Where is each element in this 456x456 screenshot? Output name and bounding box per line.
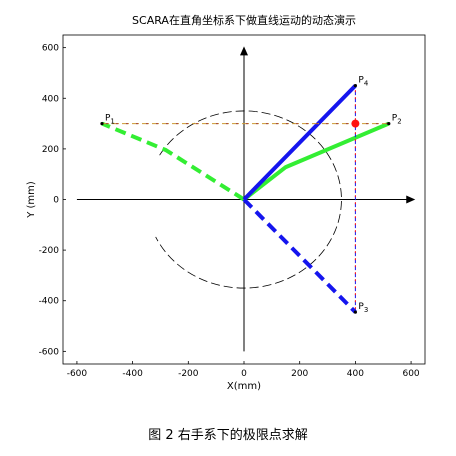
chart-title: SCARA在直角坐标系下做直线运动的动态演示 — [132, 13, 356, 27]
figure-caption: 图 2 右手系下的极限点求解 — [0, 424, 456, 443]
x-axis-arrow — [406, 195, 416, 204]
point-label-sub: 4 — [364, 80, 369, 88]
point-label: P3 — [358, 302, 368, 314]
point-label: P1 — [105, 114, 115, 126]
x-tick-label: -600 — [67, 369, 88, 379]
x-tick-label: 600 — [402, 369, 419, 379]
data-layer — [101, 84, 390, 314]
caption-prefix: 图 2 — [148, 428, 174, 443]
intersection-marker — [351, 119, 360, 128]
x-tick-label: 200 — [291, 369, 308, 379]
y-tick-label: -400 — [39, 297, 60, 307]
y-tick-label: 400 — [42, 94, 59, 104]
workspace-arc — [155, 110, 342, 289]
series-green-dashed — [101, 121, 246, 202]
x-tick-label: -200 — [178, 369, 199, 379]
point-label-sub: 1 — [110, 118, 114, 126]
point-marker — [353, 310, 357, 314]
y-tick-label: -200 — [39, 246, 60, 256]
point-label: P2 — [392, 114, 402, 126]
x-axis-title: X(mm) — [227, 381, 261, 392]
y-axis-arrow — [240, 46, 248, 56]
point-label: P4 — [358, 76, 368, 88]
y-tick-label: 0 — [53, 196, 59, 206]
y-axis-title: Y (mm) — [26, 181, 37, 219]
point-marker — [353, 84, 357, 88]
y-tick-label: -600 — [39, 347, 60, 357]
x-tick-label: -400 — [122, 369, 143, 379]
point-marker — [387, 121, 391, 126]
point-marker — [100, 121, 104, 126]
point-label-sub: 2 — [397, 118, 401, 126]
y-tick-label: 200 — [42, 145, 59, 155]
series-blue-solid — [242, 84, 357, 201]
y-tick-label: 600 — [42, 44, 59, 54]
tick-layer: -600 -400 -200 0 200 400 600 -600 -400 -200 0 200 40… — [39, 44, 420, 379]
series-green-solid — [242, 121, 390, 202]
x-tick-label: 0 — [241, 369, 247, 379]
caption-text: 右手系下的极限点求解 — [177, 428, 308, 443]
point-layer: P1 P2 P3 P4 — [100, 76, 402, 314]
x-tick-label: 400 — [347, 369, 364, 379]
series-blue-dashed — [242, 198, 357, 314]
point-label-sub: 3 — [364, 306, 368, 314]
